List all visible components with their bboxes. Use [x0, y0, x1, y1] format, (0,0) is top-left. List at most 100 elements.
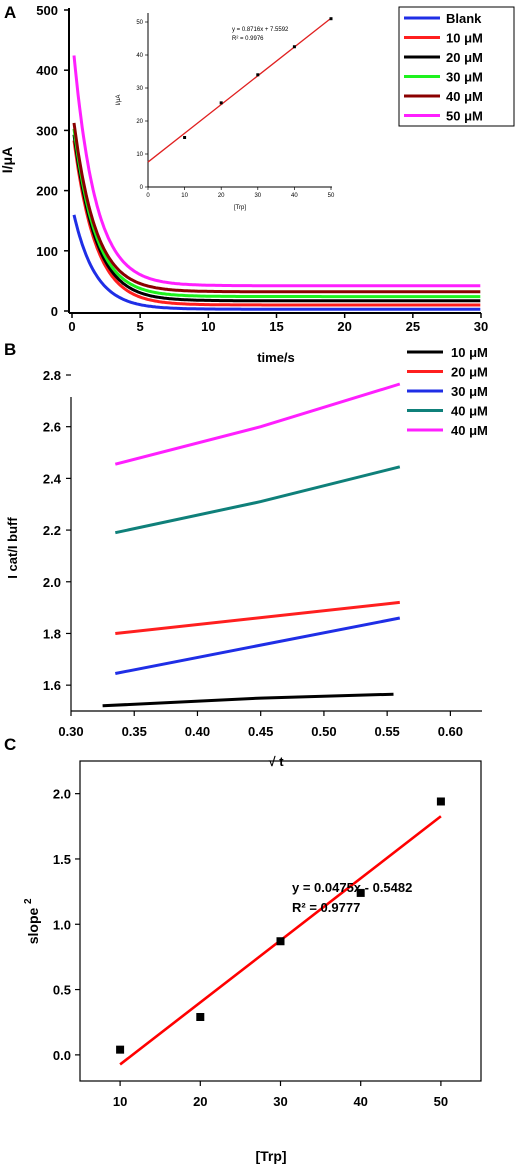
- chart-b-x-tick-label: 0.60: [438, 724, 463, 739]
- chart-a-x-tick-label: 30: [474, 319, 488, 334]
- chart-a-x-tick-label: 5: [137, 319, 144, 334]
- inset-fit-line: [147, 17, 332, 163]
- inset-y-tick-label: 50: [136, 20, 143, 26]
- inset-x-tick-label: 50: [328, 193, 335, 199]
- chart-a-inset-ticks: 0 10 20 30 40 50 0 10 20 30 40 50: [136, 20, 335, 199]
- chart-c-data-point: [356, 888, 365, 897]
- inset-x-tick-label: 10: [181, 193, 188, 199]
- chart-a-series-line: [72, 140, 481, 307]
- chart-a-y-tick-label: 300: [36, 123, 58, 138]
- inset-x-tick-label: 0: [146, 193, 150, 199]
- chart-a-y-tick-label: 500: [36, 3, 58, 18]
- chart-b-legend-label: 10 μM: [451, 345, 488, 360]
- chart-c-y-label-text: slope: [25, 908, 41, 945]
- inset-y-tick-label: 30: [136, 86, 143, 92]
- chart-a-series-line: [72, 122, 481, 294]
- chart-a-series: [72, 55, 481, 311]
- chart-a-series-line: [72, 128, 481, 299]
- chart-b-series-line: [115, 600, 400, 635]
- chart-b-y-tick-label: 1.6: [43, 678, 61, 693]
- chart-c-x-tick-label: 50: [434, 1094, 448, 1109]
- chart-b-x-tick-label: 0.30: [58, 724, 83, 739]
- chart-c-data-point: [276, 937, 285, 946]
- chart-b-y-tick-label: 2.8: [43, 368, 61, 383]
- chart-b-series-line: [114, 382, 401, 466]
- chart-b-x-tick-label: 0.50: [311, 724, 336, 739]
- chart-b-y-tick-label: 1.8: [43, 626, 61, 641]
- chart-b-y-tick-label: 2.0: [43, 575, 61, 590]
- chart-b-ticks: 1.6 1.8 2.0 2.2 2.4 2.6 2.8 0.30 0.35 0.40 0.45 0.5…: [43, 368, 463, 739]
- chart-b-series: [102, 382, 401, 708]
- chart-b-y-tick-label: 2.2: [43, 523, 61, 538]
- inset-x-tick-label: 40: [291, 193, 298, 199]
- panel-label-c: C: [4, 735, 16, 754]
- chart-b-series-line: [114, 465, 401, 535]
- chart-b-series-line: [115, 616, 401, 675]
- panel-label-b: B: [4, 340, 16, 359]
- chart-a-legend-label: 50 μM: [446, 109, 483, 124]
- chart-c-x-tick-label: 30: [273, 1094, 287, 1109]
- chart-a-legend-label: 10 μM: [446, 31, 483, 46]
- chart-c-data-point: [116, 1045, 125, 1054]
- inset-y-tick-label: 40: [136, 53, 143, 59]
- chart-b-x-tick-label: 0.35: [122, 724, 147, 739]
- inset-x-tick-label: 30: [254, 193, 261, 199]
- inset-data-point: [219, 101, 223, 105]
- chart-a-x-label: time/s: [257, 350, 295, 365]
- inset-data-point: [292, 45, 296, 49]
- chart-a-x-tick-label: 10: [201, 319, 215, 334]
- chart-c-data-point: [436, 797, 445, 806]
- inset-y-tick-label: 10: [136, 152, 143, 158]
- chart-a-legend-label: Blank: [446, 11, 482, 26]
- chart-b-x-tick-label: 0.45: [248, 724, 273, 739]
- chart-c-y-tick-label: 1.0: [53, 917, 71, 932]
- chart-c-x-tick-label: 20: [193, 1094, 207, 1109]
- chart-c-y-tick-label: 0.0: [53, 1048, 71, 1063]
- chart-a-x-tick-label: 15: [269, 319, 283, 334]
- chart-a-series-line: [72, 214, 481, 311]
- chart-c-y-tick-label: 0.5: [53, 983, 71, 998]
- chart-c-y-label-sup: 2: [23, 898, 34, 904]
- inset-x-tick-label: 20: [218, 193, 225, 199]
- chart-a-y-label: I/μA: [0, 147, 15, 173]
- chart-b-series-line: [102, 692, 394, 708]
- panel-label-a: A: [4, 3, 16, 22]
- chart-c-points: [116, 797, 445, 1054]
- chart-c-equation: y = 0.0475x - 0.5482: [292, 880, 412, 895]
- chart-a-legend-label: 30 μM: [446, 70, 483, 85]
- chart-c-data-point: [196, 1013, 205, 1021]
- chart-b: 1.6 1.8 2.0 2.2 2.4 2.6 2.8 0.30 0.35 0.40 0.45 0.5…: [5, 345, 488, 769]
- chart-a-x-tick-label: 0: [68, 319, 75, 334]
- chart-c-frame: [79, 760, 482, 1082]
- chart-a-y-tick-label: 200: [36, 184, 58, 199]
- chart-c-ticks: 0.0 0.5 1.0 1.5 2.0 10 20 30 40 50: [53, 787, 448, 1109]
- inset-equation: y = 0.8716x + 7.5592: [232, 27, 289, 33]
- chart-a-y-tick-label: 400: [36, 63, 58, 78]
- chart-a-y-tick-label: 100: [36, 244, 58, 259]
- chart-c: 0.0 0.5 1.0 1.5 2.0 10 20 30 40 50 y = 0.0475x - …: [23, 760, 482, 1164]
- inset-points: [183, 17, 333, 139]
- chart-b-x-tick-label: 0.40: [185, 724, 210, 739]
- chart-a-legend-label: 20 μM: [446, 50, 483, 65]
- chart-c-x-tick-label: 10: [113, 1094, 127, 1109]
- chart-a-series-line: [72, 55, 481, 288]
- chart-a-x-tick-label: 20: [337, 319, 351, 334]
- chart-a-y-tick-label: 0: [51, 304, 58, 319]
- inset-x-label: [Trp]: [234, 205, 246, 211]
- chart-c-x-tick-label: 40: [353, 1094, 367, 1109]
- chart-a-series-line: [72, 134, 481, 303]
- inset-y-tick-label: 20: [136, 119, 143, 125]
- inset-y-label: I/μA: [116, 95, 122, 106]
- chart-b-x-tick-label: 0.55: [374, 724, 399, 739]
- chart-c-r2: R² = 0.9777: [292, 900, 360, 915]
- inset-r2: R² = 0.9976: [232, 36, 264, 42]
- chart-b-legend: 10 μM 20 μM 30 μM 40 μM 40 μM: [407, 345, 488, 438]
- chart-a-x-tick-label: 25: [406, 319, 420, 334]
- inset-data-point: [329, 17, 333, 21]
- inset-data-point: [183, 136, 187, 139]
- chart-b-legend-label: 20 μM: [451, 365, 488, 380]
- chart-c-y-tick-label: 1.5: [53, 852, 71, 867]
